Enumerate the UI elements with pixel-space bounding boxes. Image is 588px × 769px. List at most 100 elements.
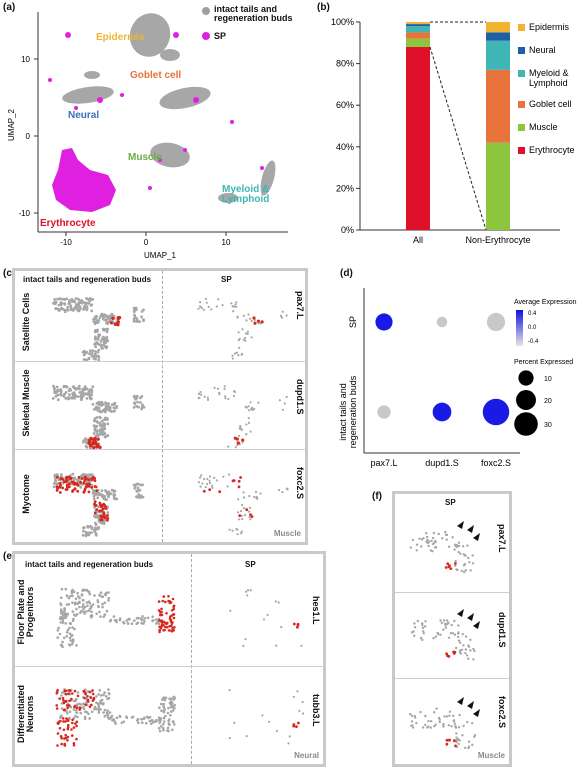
cell-dot bbox=[93, 505, 96, 509]
cell-dot bbox=[457, 726, 461, 729]
cell-dot bbox=[108, 405, 112, 409]
cell-dot bbox=[162, 710, 166, 714]
cell-dot bbox=[285, 314, 288, 317]
cell-dot bbox=[281, 310, 284, 313]
cell-dot bbox=[66, 706, 69, 710]
legend-pct-dot bbox=[516, 390, 536, 410]
cell-dot bbox=[216, 387, 220, 390]
cell-dot bbox=[250, 319, 253, 323]
cell-dot bbox=[77, 702, 81, 706]
cell-dot bbox=[74, 708, 78, 712]
cell-dot bbox=[99, 591, 103, 594]
cell-dot bbox=[161, 722, 165, 726]
cell-dot bbox=[231, 305, 234, 308]
panel-e-box: intact tails and regeneration buds SP Fl… bbox=[12, 551, 326, 767]
cell-dot bbox=[236, 441, 240, 445]
cell-dot bbox=[71, 734, 74, 737]
legend-expr-gradient bbox=[516, 310, 523, 346]
cell-dot bbox=[105, 492, 109, 496]
dot-plot: pax7.L dupd1.S foxc2.S SP intact tails andre… bbox=[338, 288, 577, 468]
cell-dot bbox=[454, 562, 457, 565]
bar-segment-myeloid-lymphoid bbox=[486, 40, 510, 70]
umap-xtick: 0 bbox=[144, 238, 149, 247]
cell-dot bbox=[255, 497, 258, 500]
cell-dot bbox=[245, 319, 248, 322]
cell-dot bbox=[213, 476, 216, 479]
cell-dot bbox=[248, 506, 251, 509]
cell-dot bbox=[102, 513, 106, 516]
cell-dot bbox=[241, 504, 244, 507]
cell-dot bbox=[249, 401, 252, 404]
panel-e-col1-header: intact tails and regeneration buds bbox=[25, 560, 154, 569]
cell-dot bbox=[442, 725, 445, 728]
umap-legend-grey: intact tails and regeneration buds bbox=[214, 4, 293, 23]
cell-dot bbox=[447, 636, 451, 639]
cell-dot bbox=[445, 533, 449, 537]
cell-dot bbox=[296, 690, 299, 693]
cell-dot bbox=[462, 724, 465, 728]
cell-dot bbox=[211, 486, 214, 489]
cell-dot bbox=[416, 619, 419, 623]
panel-label-d: (d) bbox=[340, 268, 353, 279]
cell-dot bbox=[93, 594, 96, 597]
cell-dot bbox=[97, 355, 101, 359]
cell-dot bbox=[203, 395, 206, 398]
cell-dot bbox=[162, 705, 165, 708]
cell-dot bbox=[61, 486, 65, 490]
cell-dot bbox=[104, 410, 107, 414]
cell-dot bbox=[69, 304, 72, 307]
cell-dot bbox=[93, 511, 97, 515]
cell-dot bbox=[85, 610, 88, 613]
cell-dot bbox=[80, 477, 84, 480]
cell-dot bbox=[103, 425, 106, 429]
cell-dot bbox=[63, 743, 66, 747]
cell-dot bbox=[96, 350, 100, 354]
cell-dot bbox=[59, 388, 63, 391]
cell-dot bbox=[103, 435, 107, 439]
cell-dot bbox=[90, 614, 94, 618]
cell-dot bbox=[425, 532, 428, 535]
cell-dot bbox=[59, 610, 63, 613]
cell-dot bbox=[237, 479, 241, 483]
cell-dot bbox=[238, 518, 241, 521]
cell-dot bbox=[453, 619, 456, 623]
cell-dot bbox=[442, 619, 446, 622]
legend-label: Erythrocyte bbox=[529, 145, 575, 155]
cell-dot bbox=[169, 705, 173, 709]
cell-dot bbox=[56, 398, 60, 402]
cell-dot bbox=[471, 554, 474, 557]
cell-dot bbox=[70, 298, 74, 301]
cell-dot bbox=[56, 744, 59, 747]
panel-label-e: (e) bbox=[3, 551, 16, 562]
cell-dot bbox=[141, 721, 144, 724]
cell-dot bbox=[84, 692, 87, 696]
cell-dot bbox=[97, 707, 101, 710]
cell-dot bbox=[139, 401, 142, 404]
cell-dot bbox=[217, 298, 220, 301]
cell-dot bbox=[97, 505, 101, 509]
cell-dot bbox=[81, 589, 84, 592]
cell-dot bbox=[97, 358, 101, 362]
cell-dot bbox=[64, 488, 68, 491]
umap-ytick: 10 bbox=[21, 55, 30, 64]
cell-dot bbox=[469, 569, 472, 572]
cell-dot bbox=[250, 515, 254, 518]
cell-dot bbox=[100, 521, 103, 525]
cell-dot bbox=[256, 319, 260, 323]
cell-dot bbox=[171, 597, 175, 601]
cell-dot bbox=[224, 395, 227, 398]
cell-dot bbox=[101, 422, 105, 425]
cell-dot bbox=[91, 403, 95, 406]
cell-dot bbox=[197, 481, 200, 484]
umap-ytick: -10 bbox=[18, 209, 30, 218]
cell-dot bbox=[84, 477, 88, 481]
cell-dot bbox=[134, 397, 138, 401]
cell-dot bbox=[463, 746, 467, 749]
cell-dot bbox=[228, 737, 231, 740]
cell-dot bbox=[164, 600, 167, 604]
cell-dot bbox=[302, 712, 305, 715]
cell-dot bbox=[459, 641, 462, 644]
cell-dot bbox=[80, 594, 84, 597]
cell-dot bbox=[249, 589, 252, 592]
cell-dot bbox=[166, 621, 169, 625]
